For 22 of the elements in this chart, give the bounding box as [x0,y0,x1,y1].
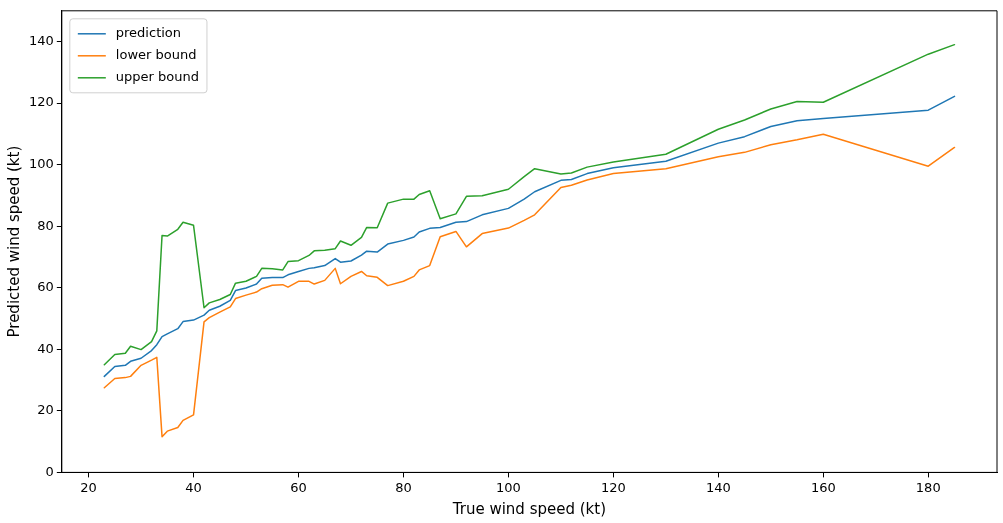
x-tick-label: 60 [290,479,307,495]
legend-label: lower bound [115,47,197,63]
x-tick-label: 140 [705,479,731,495]
y-tick-label: 40 [37,340,54,356]
x-tick-label: 160 [810,479,836,495]
x-tick-label: 20 [80,479,97,495]
x-tick-label: 180 [915,479,941,495]
y-tick-label: 120 [28,94,54,110]
y-tick-label: 60 [37,279,54,295]
legend-label: upper bound [115,69,199,85]
x-tick-label: 80 [395,479,412,495]
y-tick-label: 80 [37,217,54,233]
x-tick-label: 120 [600,479,626,495]
x-tick-label: 40 [185,479,202,495]
y-axis-title: Predicted wind speed (kt) [4,145,23,338]
y-tick-label: 140 [28,32,54,48]
y-tick-label: 20 [37,402,54,418]
y-tick-label: 0 [45,463,54,479]
legend-label: prediction [115,25,182,41]
x-axis-title: True wind speed (kt) [451,499,607,518]
y-tick-label: 100 [28,156,54,172]
x-tick-label: 100 [496,479,521,495]
